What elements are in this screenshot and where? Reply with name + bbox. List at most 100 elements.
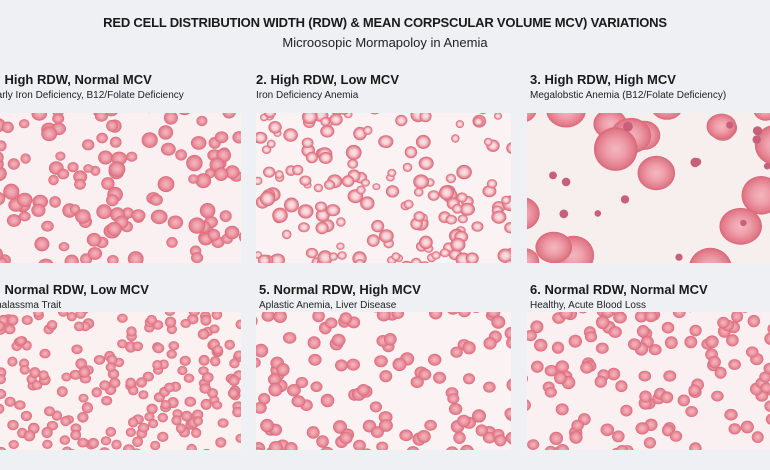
red-cell <box>527 439 540 450</box>
red-cell <box>105 426 117 437</box>
red-cell <box>200 314 212 326</box>
red-cell <box>387 168 397 177</box>
red-cell <box>669 430 683 442</box>
red-cell <box>106 354 118 365</box>
red-cell <box>767 324 770 334</box>
red-cell <box>164 312 176 316</box>
red-cell <box>353 439 366 450</box>
red-cell <box>417 430 431 443</box>
red-cell <box>760 382 770 394</box>
red-cell <box>677 394 690 407</box>
red-cell <box>188 217 206 234</box>
red-cell <box>530 320 544 334</box>
smear-image <box>256 312 511 450</box>
small-cell <box>559 209 569 219</box>
red-cell <box>429 312 443 320</box>
red-cell <box>347 159 359 169</box>
red-cell <box>711 390 724 402</box>
red-cell <box>471 221 484 232</box>
red-cell <box>639 390 652 403</box>
red-cell <box>61 372 72 382</box>
red-cell <box>0 248 3 261</box>
red-cell <box>0 388 7 400</box>
red-cell <box>413 211 426 222</box>
red-cell <box>150 209 168 225</box>
panel: 2. High RDW, Low MCV Iron Deficiency Anem… <box>256 72 399 101</box>
red-cell <box>607 367 621 381</box>
red-cell <box>225 165 240 179</box>
red-cell <box>764 332 770 345</box>
red-cell <box>383 333 397 346</box>
red-cell <box>745 346 759 358</box>
red-cell <box>689 324 702 337</box>
red-cell <box>199 383 211 394</box>
red-cell <box>428 353 442 366</box>
red-cell <box>152 343 165 354</box>
red-cell <box>527 399 531 411</box>
red-cell <box>418 156 434 170</box>
red-cell <box>66 312 77 322</box>
red-cell <box>706 113 737 140</box>
small-cell <box>763 162 770 170</box>
red-cell <box>211 312 223 320</box>
red-cell <box>747 314 760 328</box>
red-cell <box>125 427 136 437</box>
panel: 6. Normal RDW, Normal MCV Healthy, Acute … <box>530 282 708 311</box>
red-cell <box>74 321 85 332</box>
red-cell <box>345 144 362 161</box>
red-cell <box>163 113 178 125</box>
red-cell <box>315 201 327 212</box>
red-cell <box>475 424 488 437</box>
red-cell <box>320 393 335 408</box>
red-cell <box>7 314 19 326</box>
red-cell <box>374 355 388 368</box>
red-cell <box>18 119 30 129</box>
panel: 1. High RDW, Normal MCV Early Iron Defici… <box>0 72 184 101</box>
red-cell <box>21 315 33 325</box>
red-cell <box>504 259 511 263</box>
red-cell <box>479 113 487 115</box>
red-cell <box>410 376 424 388</box>
red-cell <box>161 142 176 156</box>
red-cell <box>439 185 454 201</box>
red-cell <box>719 207 762 245</box>
red-cell <box>270 253 285 263</box>
red-cell <box>283 128 298 142</box>
smear-image <box>527 113 770 263</box>
red-cell <box>239 232 241 242</box>
red-cell <box>363 125 373 135</box>
red-cell <box>731 312 744 323</box>
red-cell <box>600 423 615 437</box>
red-cell <box>107 255 119 263</box>
small-cell <box>690 157 700 168</box>
red-cell <box>175 423 186 434</box>
red-cell <box>491 210 507 224</box>
red-cell <box>69 369 82 380</box>
red-cell <box>8 440 19 449</box>
subtitle: Microosopic Mormapoloy in Anemia <box>282 35 488 50</box>
red-cell <box>235 433 241 443</box>
red-cell <box>15 336 27 346</box>
red-cell <box>483 381 496 393</box>
red-cell <box>0 192 6 206</box>
red-cell <box>308 353 322 366</box>
red-cell <box>544 445 557 450</box>
red-cell <box>41 126 58 142</box>
red-cell <box>299 175 312 186</box>
red-cell <box>419 113 432 123</box>
red-cell <box>212 345 223 355</box>
red-cell <box>70 429 82 441</box>
red-cell <box>726 334 739 347</box>
red-cell <box>256 131 268 144</box>
red-cell <box>320 125 335 138</box>
red-cell <box>0 374 6 385</box>
red-cell <box>751 431 764 443</box>
red-cell <box>354 259 365 263</box>
red-cell <box>493 113 503 120</box>
red-cell <box>111 439 122 450</box>
red-cell <box>94 113 108 122</box>
red-cell <box>705 335 719 349</box>
red-cell <box>132 341 144 352</box>
red-cell <box>44 406 55 417</box>
red-cell <box>146 314 157 325</box>
